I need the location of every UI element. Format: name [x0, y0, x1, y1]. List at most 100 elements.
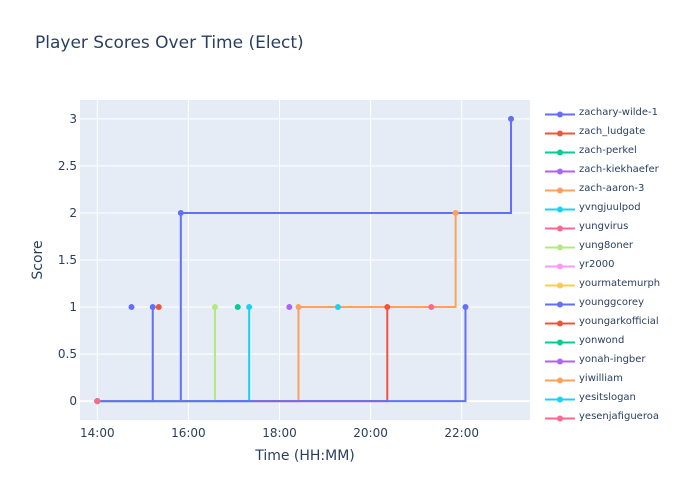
x-tick-label: 22:00 [444, 426, 479, 440]
y-tick-label: 1 [69, 300, 77, 314]
legend-swatch [545, 263, 575, 270]
legend-swatch [545, 282, 575, 289]
data-point [155, 304, 162, 311]
legend-item[interactable]: yiwilliam [541, 371, 671, 390]
data-point [452, 209, 459, 216]
legend-swatch [545, 358, 575, 365]
legend-item[interactable]: yung8oner [541, 238, 671, 257]
data-point [211, 304, 218, 311]
legend-item[interactable]: yonwond [541, 333, 671, 352]
legend-swatch-marker [557, 206, 563, 213]
legend-swatch-marker [557, 149, 563, 156]
data-point [462, 304, 469, 311]
legend-swatch [545, 320, 575, 327]
legend-label: yr2000 [579, 259, 615, 270]
y-axis-title: Score [30, 240, 46, 279]
data-point [94, 398, 101, 405]
legend-swatch-marker [557, 111, 563, 118]
legend-swatch [545, 225, 575, 232]
data-point [334, 304, 341, 311]
y-tick-label: 2 [69, 206, 77, 220]
legend-item[interactable]: zach-aaron-3 [541, 181, 671, 200]
legend-swatch-marker [557, 415, 563, 422]
legend-swatch [545, 111, 575, 118]
data-point [286, 304, 293, 311]
legend-swatch-marker [557, 263, 563, 270]
legend-swatch-marker [557, 130, 563, 137]
legend-swatch-marker [557, 282, 563, 289]
legend-label: yung8oner [579, 240, 634, 251]
legend-label: yesenjafigueroa [579, 411, 659, 422]
data-point [384, 304, 391, 311]
legend-swatch-marker [557, 301, 563, 308]
legend-item[interactable]: younggcorey [541, 295, 671, 314]
legend-item[interactable]: yesitslogan [541, 390, 671, 409]
legend-item[interactable]: yesenjafigueroa [541, 409, 671, 423]
x-tick-label: 20:00 [353, 426, 388, 440]
legend-swatch-marker [557, 244, 563, 251]
y-tick-label: 1.5 [58, 253, 77, 267]
legend-label: zachary-wilde-1 [579, 107, 659, 118]
legend-swatch [545, 396, 575, 403]
legend-swatch [545, 149, 575, 156]
legend-label: younggcorey [579, 297, 644, 308]
data-point [428, 304, 435, 311]
legend-item[interactable]: yonah-ingber [541, 352, 671, 371]
legend-label: zach-kiekhaefer [579, 164, 659, 175]
legend-label: zach_ludgate [579, 126, 646, 137]
y-tick-label: 2.5 [58, 159, 77, 173]
legend-item[interactable]: youngarkofficial [541, 314, 671, 333]
legend-item[interactable]: zach-kiekhaefer [541, 162, 671, 181]
legend-item[interactable]: yvngjuulpod [541, 200, 671, 219]
legend-label: yonwond [579, 335, 625, 346]
legend-swatch-marker [557, 377, 563, 384]
legend-label: yvngjuulpod [579, 202, 641, 213]
legend-swatch [545, 415, 575, 422]
legend-swatch [545, 301, 575, 308]
series-line [97, 307, 467, 403]
x-axis-title: Time (HH:MM) [254, 448, 355, 464]
y-axis-ticks: 0 0.5 1 1.5 2 2.5 3 [58, 112, 77, 408]
data-point [177, 209, 184, 216]
y-tick-label: 3 [69, 112, 77, 126]
legend-label: zach-aaron-3 [579, 183, 645, 194]
legend-item[interactable]: yourmatemurph [541, 276, 671, 295]
data-point [149, 304, 156, 311]
legend-swatch-marker [557, 168, 563, 175]
x-tick-label: 16:00 [171, 426, 206, 440]
legend-label: yonah-ingber [579, 354, 646, 365]
legend-swatch [545, 130, 575, 137]
x-tick-label: 14:00 [80, 426, 115, 440]
y-tick-label: 0.5 [58, 347, 77, 361]
data-point [246, 304, 253, 311]
legend-swatch-marker [557, 339, 563, 346]
legend-item[interactable]: zach-perkel [541, 143, 671, 162]
y-tick-label: 0 [69, 394, 77, 408]
legend-swatch-marker [557, 320, 563, 327]
legend-item[interactable]: yr2000 [541, 257, 671, 276]
chart-title: Player Scores Over Time (Elect) [35, 33, 304, 53]
legend-swatch-marker [557, 187, 563, 194]
legend-swatch [545, 244, 575, 251]
series-lines [97, 118, 513, 403]
legend-swatch-marker [557, 225, 563, 232]
data-point [128, 304, 135, 311]
x-axis-ticks: 14:00 16:00 18:00 20:00 22:00 [80, 426, 479, 440]
data-point [234, 304, 241, 311]
legend-item[interactable]: yungvirus [541, 219, 671, 238]
x-tick-label: 18:00 [262, 426, 297, 440]
legend: zachary-wilde-1 zach_ludgate zach-perkel za… [541, 105, 671, 423]
series-markers [94, 115, 515, 405]
legend-swatch [545, 168, 575, 175]
legend-item[interactable]: zachary-wilde-1 [541, 105, 671, 124]
legend-swatch [545, 339, 575, 346]
legend-label: yesitslogan [579, 392, 636, 403]
legend-label: zach-perkel [579, 145, 637, 156]
data-point [295, 304, 302, 311]
data-point [508, 115, 515, 122]
legend-swatch-marker [557, 396, 563, 403]
legend-swatch [545, 377, 575, 384]
legend-swatch [545, 187, 575, 194]
legend-item[interactable]: zach_ludgate [541, 124, 671, 143]
